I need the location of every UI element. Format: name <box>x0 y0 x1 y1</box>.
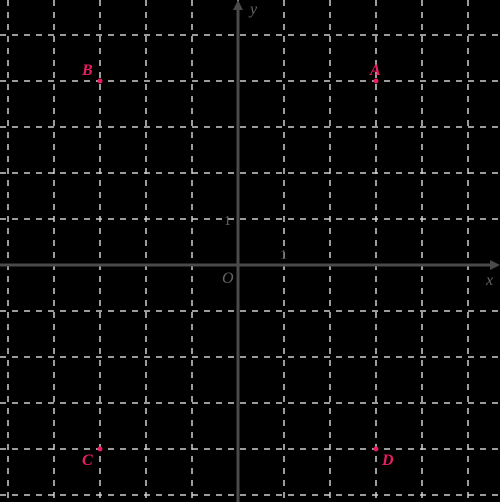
plot-background <box>0 0 500 502</box>
point-label-b: B <box>81 62 93 79</box>
coordinate-plane: x y O 1 1 A B C D <box>0 0 500 502</box>
point-a <box>374 79 379 84</box>
x-axis-label: x <box>485 272 493 289</box>
point-c <box>98 447 103 452</box>
unit-label-x: 1 <box>280 248 287 263</box>
point-label-c: C <box>82 452 93 469</box>
origin-label: O <box>222 270 234 287</box>
point-label-a: A <box>369 62 381 79</box>
point-d <box>374 447 379 452</box>
y-axis-label: y <box>248 1 258 18</box>
point-b <box>98 79 103 84</box>
unit-label-y: 1 <box>224 214 231 229</box>
point-label-d: D <box>381 452 394 469</box>
